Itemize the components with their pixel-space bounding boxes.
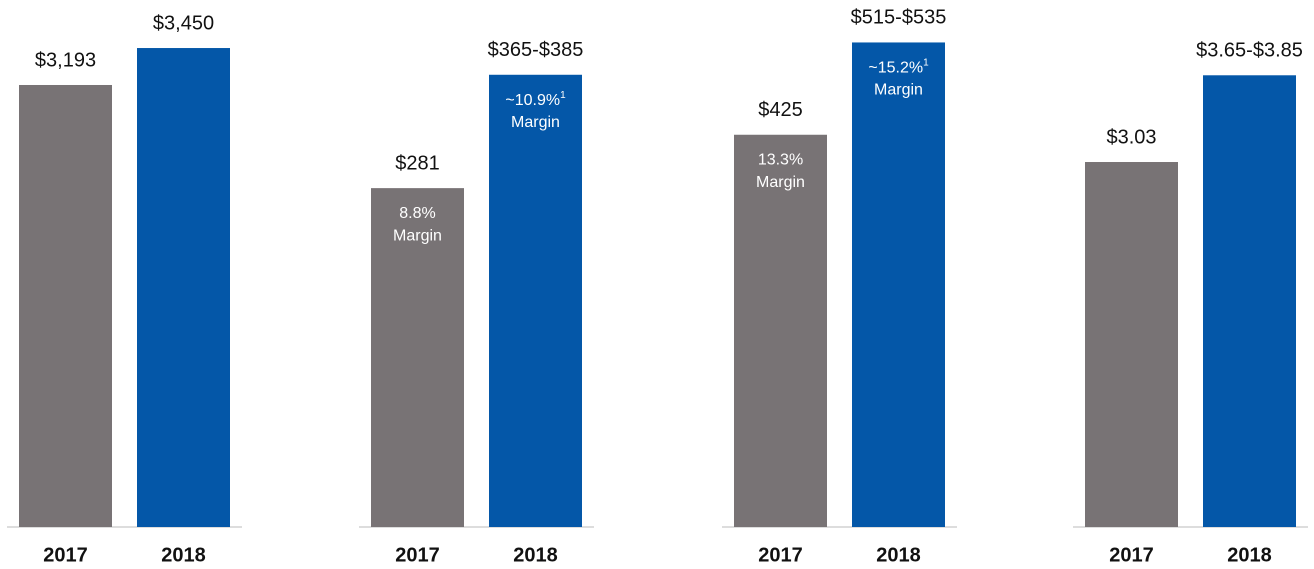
- x-tick-label: 2018: [513, 544, 558, 566]
- value-label: $3,450: [153, 12, 214, 34]
- x-tick-label: 2018: [161, 544, 206, 566]
- margin-label: Margin: [756, 174, 805, 191]
- bar: [1203, 75, 1296, 528]
- bar: [19, 84, 112, 527]
- x-tick-label: 2017: [43, 544, 88, 566]
- x-tick-label: 2018: [876, 544, 921, 566]
- value-label: $515-$535: [851, 7, 947, 29]
- value-label: $3.03: [1106, 126, 1156, 148]
- margin-value: 13.3%: [758, 152, 803, 169]
- margin-label: Margin: [511, 114, 560, 131]
- bar: [371, 188, 464, 527]
- footnote-mark: 1: [560, 89, 566, 100]
- value-label: $425: [758, 99, 803, 121]
- x-tick-label: 2017: [758, 544, 803, 566]
- bar: [734, 134, 827, 527]
- margin-value: ~10.9%: [505, 92, 560, 109]
- bar: [1085, 162, 1178, 527]
- margin-note: ~15.2%1: [868, 57, 929, 77]
- margin-note: 13.3%: [758, 152, 803, 169]
- x-tick-label: 2018: [1227, 544, 1272, 566]
- margin-label: Margin: [393, 227, 442, 244]
- margin-note: ~10.9%1: [505, 89, 566, 109]
- value-label: $3.65-$3.85: [1196, 40, 1303, 62]
- x-tick-label: 2017: [1109, 544, 1154, 566]
- bar: [852, 42, 945, 527]
- bar: [137, 48, 230, 527]
- footnote-mark: 1: [923, 57, 929, 68]
- bar: [489, 74, 582, 528]
- value-label: $365-$385: [488, 39, 584, 61]
- x-tick-label: 2017: [395, 544, 440, 566]
- margin-value: ~15.2%: [868, 60, 923, 77]
- margin-label: Margin: [874, 82, 923, 99]
- value-label: $3,193: [35, 49, 96, 71]
- margin-note: 8.8%: [399, 205, 435, 222]
- value-label: $281: [395, 152, 440, 174]
- margin-value: 8.8%: [399, 205, 435, 222]
